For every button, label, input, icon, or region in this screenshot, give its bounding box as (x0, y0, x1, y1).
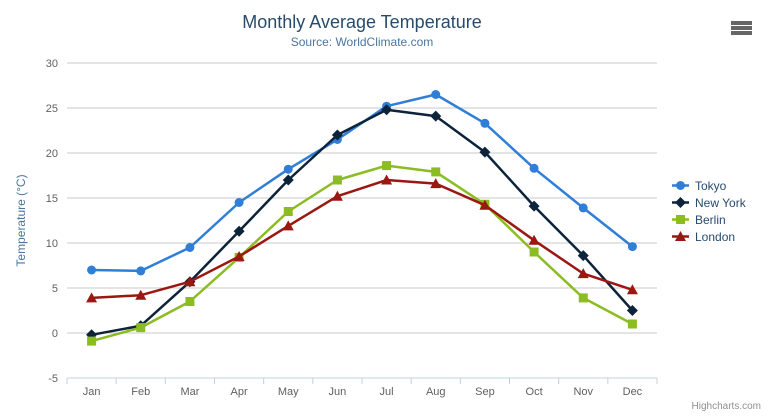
x-axis-label: May (278, 386, 299, 398)
data-point[interactable] (675, 197, 686, 208)
legend-label: Tokyo (695, 178, 727, 193)
y-axis-label: 15 (46, 193, 58, 205)
data-point[interactable] (185, 243, 195, 252)
data-point[interactable] (234, 198, 244, 207)
legend-label: New York (695, 195, 746, 210)
data-point[interactable] (479, 199, 491, 210)
data-point[interactable] (529, 247, 539, 257)
data-point[interactable] (381, 104, 393, 116)
data-point[interactable] (87, 265, 97, 275)
data-point[interactable] (283, 164, 293, 174)
x-axis-label: Nov (573, 386, 593, 398)
data-point[interactable] (136, 266, 146, 276)
legend-item-berlin[interactable]: Berlin (672, 211, 746, 228)
y-axis-label: 0 (52, 328, 58, 340)
data-point[interactable] (332, 175, 342, 185)
legend: Tokyo New York Berlin London (672, 177, 746, 245)
data-point[interactable] (577, 268, 589, 279)
series-new-york (86, 104, 638, 341)
data-point[interactable] (87, 336, 97, 346)
series-line (90, 93, 634, 273)
data-point[interactable] (184, 276, 196, 287)
data-point[interactable] (282, 220, 294, 231)
data-point[interactable] (233, 251, 245, 261)
data-point[interactable] (136, 323, 146, 333)
data-point[interactable] (480, 118, 490, 128)
data-point[interactable] (135, 289, 147, 300)
y-axis-label: 10 (46, 238, 58, 250)
data-point[interactable] (331, 190, 343, 201)
y-axis-label: 5 (52, 283, 58, 295)
x-axis-label: Jul (380, 386, 394, 398)
legend-item-tokyo[interactable]: Tokyo (672, 177, 746, 194)
data-point[interactable] (627, 242, 637, 252)
credits-link[interactable]: Highcharts.com (691, 401, 761, 412)
data-point[interactable] (430, 178, 442, 189)
legend-label: London (695, 229, 736, 244)
x-axis-label: Aug (426, 386, 446, 398)
data-point[interactable] (431, 90, 441, 99)
data-point[interactable] (578, 203, 588, 213)
legend-item-new-york[interactable]: New York (672, 194, 746, 211)
series-line (90, 108, 634, 337)
data-point[interactable] (528, 234, 540, 245)
data-point[interactable] (86, 292, 98, 303)
data-point[interactable] (577, 250, 589, 262)
x-axis-label: Mar (180, 386, 199, 398)
diamond-legend-marker-icon (672, 197, 689, 208)
data-point[interactable] (185, 297, 195, 306)
series-london (86, 174, 638, 303)
data-point[interactable] (331, 129, 343, 141)
y-axis-title: Temperature (°C) (14, 174, 28, 266)
x-axis-label: Apr (231, 386, 248, 398)
data-point[interactable] (283, 207, 293, 216)
y-axis-label: -5 (48, 373, 58, 385)
data-point[interactable] (431, 167, 441, 177)
data-point[interactable] (627, 319, 637, 329)
x-axis-label: Feb (131, 386, 150, 398)
x-axis-label: Oct (526, 386, 543, 398)
series-tokyo (87, 90, 637, 276)
data-point[interactable] (282, 174, 294, 186)
x-axis-label: Jun (329, 386, 347, 398)
hamburger-icon (729, 20, 753, 35)
data-point[interactable] (381, 174, 393, 185)
chart-title: Monthly Average Temperature (242, 12, 482, 32)
data-point[interactable] (676, 181, 685, 190)
x-axis-label: Sep (475, 386, 495, 398)
data-point[interactable] (578, 293, 588, 303)
data-point[interactable] (233, 225, 245, 237)
series-line (90, 178, 634, 300)
data-point[interactable] (626, 284, 638, 295)
y-axis-label: 20 (46, 148, 58, 160)
data-point[interactable] (528, 200, 540, 212)
data-point[interactable] (626, 305, 638, 316)
context-menu-button[interactable] (729, 20, 753, 36)
circle-legend-marker-icon (672, 181, 689, 190)
chart-subtitle: Source: WorldClimate.com (290, 35, 434, 49)
data-point[interactable] (675, 231, 686, 241)
square-legend-marker-icon (672, 215, 689, 224)
triangle-legend-marker-icon (672, 231, 689, 241)
data-point[interactable] (676, 215, 685, 224)
x-axis-label: Dec (623, 386, 643, 398)
y-axis-label: 30 (46, 58, 58, 70)
data-point[interactable] (529, 163, 539, 173)
y-axis-label: 25 (46, 103, 58, 115)
legend-label: Berlin (695, 212, 726, 227)
x-axis-label: Jan (83, 386, 101, 398)
series-line (90, 164, 634, 343)
data-point[interactable] (382, 161, 392, 171)
data-point[interactable] (430, 110, 442, 122)
data-point[interactable] (479, 146, 491, 158)
legend-item-london[interactable]: London (672, 228, 746, 245)
